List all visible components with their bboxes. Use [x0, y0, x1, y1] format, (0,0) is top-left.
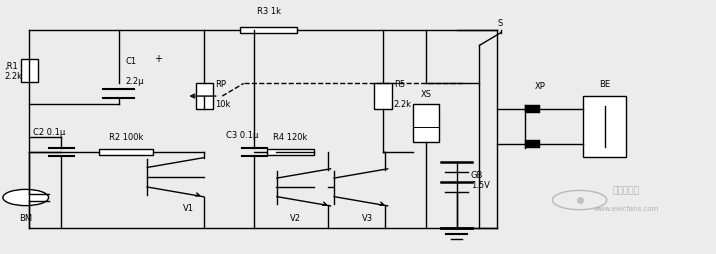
Bar [240, 28, 297, 34]
Text: V3: V3 [362, 214, 373, 223]
Bar [21, 60, 38, 83]
Bar [99, 149, 153, 155]
Text: R5: R5 [394, 80, 405, 89]
Text: 电子发烧友: 电子发烧友 [613, 186, 639, 195]
Text: R2 100k: R2 100k [109, 133, 143, 142]
Circle shape [3, 190, 49, 206]
Text: 10k: 10k [215, 100, 231, 109]
Bar [525, 141, 541, 149]
Text: V1: V1 [183, 203, 194, 212]
Bar [413, 104, 439, 142]
Text: S: S [498, 19, 503, 28]
Text: 2.2k: 2.2k [394, 100, 412, 109]
Bar [374, 84, 392, 109]
Text: C3 0.1μ: C3 0.1μ [226, 130, 258, 139]
Bar [195, 84, 213, 109]
Text: www.elecfans.com: www.elecfans.com [594, 205, 659, 211]
Text: 1.5V: 1.5V [471, 181, 490, 190]
Text: GB: GB [471, 170, 483, 180]
Bar [583, 97, 626, 157]
Text: ,R1
2.2k: ,R1 2.2k [4, 62, 22, 81]
Text: R4 120k: R4 120k [273, 133, 307, 142]
Text: BE: BE [599, 80, 610, 89]
Bar [525, 105, 541, 113]
Text: RP: RP [215, 80, 226, 89]
Text: C1: C1 [126, 57, 137, 66]
Text: +: + [155, 53, 163, 63]
Text: XS: XS [420, 90, 431, 99]
Bar [266, 149, 314, 155]
Text: BM: BM [19, 214, 32, 223]
Text: XP: XP [535, 82, 546, 91]
Text: V2: V2 [290, 214, 301, 223]
Text: 2.2μ: 2.2μ [126, 77, 144, 86]
Text: C2 0.1μ: C2 0.1μ [33, 128, 65, 137]
Text: R3 1k: R3 1k [256, 7, 281, 16]
